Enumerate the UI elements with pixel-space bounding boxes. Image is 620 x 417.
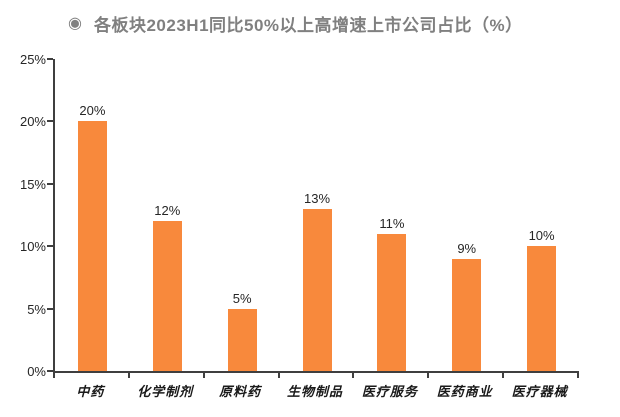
x-axis-tick-mark [127, 373, 130, 378]
chart-title: 各板块2023H1同比50%以上高增速上市公司占比（%） [93, 16, 523, 35]
y-axis-tick-mark [47, 245, 53, 248]
bar-column: 20% [55, 59, 130, 371]
bar-医药商业 [452, 258, 482, 371]
bars-container: 20% 12% 5% 13% 11% 9% 10% [55, 59, 579, 371]
bar-value-label: 20% [79, 103, 106, 119]
x-axis-tick-mark [502, 373, 505, 378]
bar-value-label: 13% [303, 190, 331, 206]
plot-area: 20% 12% 5% 13% 11% 9% 10% [53, 59, 579, 373]
bullet-icon: ◉ [68, 14, 82, 32]
bar-value-label: 5% [232, 290, 252, 306]
x-axis-tick-mark [202, 373, 205, 378]
x-axis-label: 医疗服务 [361, 384, 418, 399]
y-axis-tick-mark [47, 307, 53, 310]
bar-化学制剂 [152, 221, 182, 371]
y-axis-tick-label: 25% [19, 52, 46, 67]
x-axis-label: 生物制品 [287, 384, 344, 399]
x-axis-label: 医疗器械 [511, 384, 568, 399]
y-axis-tick-mark [47, 370, 53, 372]
y-axis-tick-label: 20% [19, 114, 46, 130]
bar-column: 9% [429, 59, 504, 371]
chart-title-row: ◉ 各板块2023H1同比50%以上高增速上市公司占比（%） [68, 11, 523, 36]
x-axis-label: 中药 [76, 384, 105, 399]
y-axis-tick-mark [47, 182, 53, 185]
x-axis-tick-mark [277, 373, 280, 378]
bar-column: 5% [205, 59, 280, 371]
x-axis-label: 医药商业 [436, 384, 493, 399]
x-axis-tick-mark [53, 373, 55, 378]
bar-column: 12% [130, 59, 205, 371]
bar-column: 13% [280, 59, 355, 371]
y-axis-tick-label: 0% [27, 364, 46, 379]
bar-value-label: 9% [457, 240, 477, 256]
bar-医疗服务 [377, 233, 407, 371]
bar-column: 10% [504, 59, 579, 371]
x-axis-tick-mark [427, 373, 430, 378]
bar-value-label: 12% [154, 203, 181, 219]
bar-医疗器械 [527, 246, 557, 371]
bar-value-label: 10% [528, 228, 555, 244]
x-axis-tick-mark [577, 373, 579, 378]
y-axis-tick-label: 5% [27, 301, 46, 317]
x-axis-label: 化学制剂 [137, 384, 194, 399]
bar-column: 11% [354, 59, 429, 371]
y-axis-tick-mark [47, 58, 53, 60]
bar-生物制品 [302, 208, 332, 371]
x-axis-label: 原料药 [219, 384, 262, 399]
bar-中药 [77, 121, 107, 371]
bar-value-label: 11% [379, 215, 405, 231]
bar-原料药 [227, 308, 257, 371]
y-axis-tick-label: 15% [19, 176, 46, 192]
y-axis-tick-label: 10% [19, 239, 46, 255]
y-axis-tick-mark [47, 120, 53, 123]
x-axis-labels: 中药 化学制剂 原料药 生物制品 医疗服务 医药商业 医疗器械 [53, 381, 577, 400]
x-axis-tick-mark [352, 373, 355, 378]
